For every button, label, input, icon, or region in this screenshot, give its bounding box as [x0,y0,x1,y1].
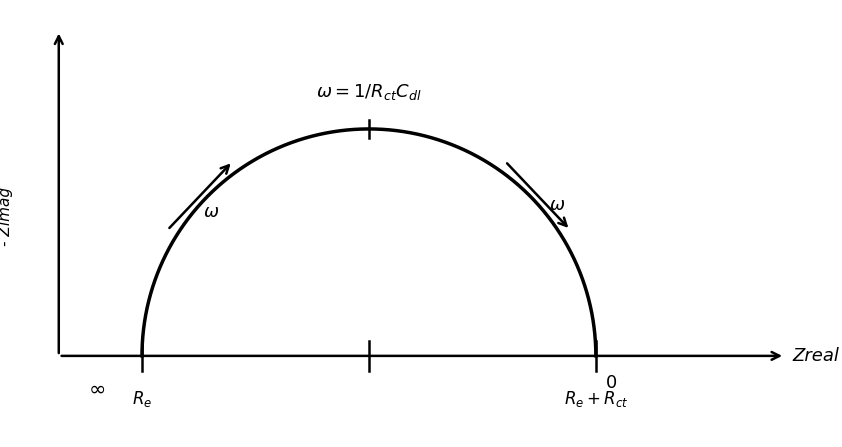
Text: $R_e + R_{ct}$: $R_e + R_{ct}$ [563,389,628,409]
Text: $R_e$: $R_e$ [132,389,152,409]
Text: $\omega = 1/R_{ct}C_{dl}$: $\omega = 1/R_{ct}C_{dl}$ [316,82,422,102]
Text: $\infty$: $\infty$ [88,379,105,399]
Text: $0$: $0$ [605,374,617,392]
Text: $\omega$: $\omega$ [203,203,219,221]
Text: Zreal: Zreal [792,347,839,365]
Text: $\omega$: $\omega$ [549,196,566,214]
Text: - Zimag: - Zimag [0,186,13,245]
